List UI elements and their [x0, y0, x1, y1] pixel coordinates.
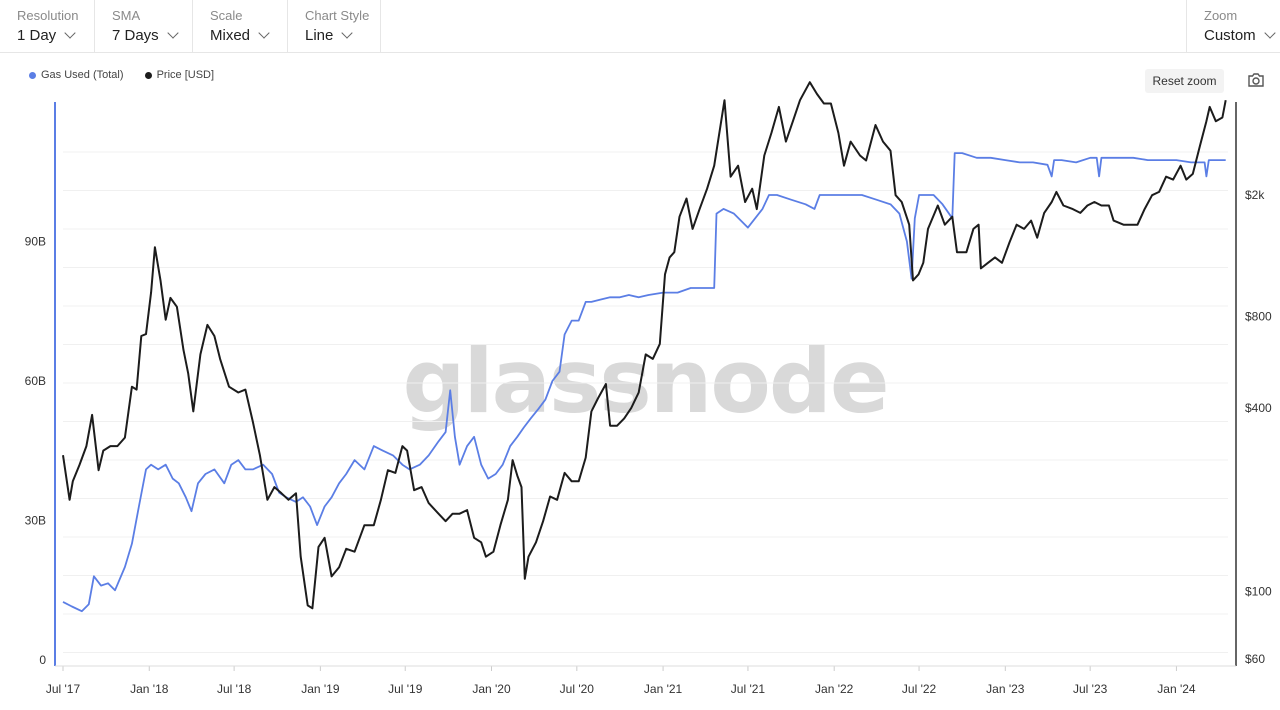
x-axis-tick-label: Jul '23 — [1073, 682, 1108, 696]
camera-icon[interactable] — [1247, 72, 1265, 88]
x-axis-tick-label: Jan '23 — [986, 682, 1025, 696]
scale-label: Scale — [210, 8, 243, 23]
resolution-value: 1 Day — [17, 27, 76, 44]
legend-dot — [29, 71, 36, 79]
x-axis-tick-label: Jul '17 — [46, 682, 81, 696]
x-axis-tick-label: Jul '21 — [731, 682, 766, 696]
zoom-dropdown[interactable]: Zoom Custom — [1186, 0, 1280, 52]
sma-value: 7 Days — [112, 27, 179, 44]
right-axis-tick-label: $400 — [1245, 401, 1272, 415]
reset-zoom-button[interactable]: Reset zoom — [1145, 69, 1224, 93]
right-axis-tick-label: $60 — [1245, 652, 1265, 666]
series-group — [62, 81, 1227, 613]
x-axis-tick-label: Jul '22 — [902, 682, 937, 696]
gas-used-series-line — [62, 152, 1226, 613]
watermark: glassnode — [402, 330, 887, 433]
resolution-dropdown[interactable]: Resolution 1 Day — [0, 0, 95, 52]
sma-label: SMA — [112, 8, 141, 23]
toolbar: Resolution 1 Day SMA 7 Days Scale Mixed … — [0, 0, 1280, 53]
legend-label: Price [USD] — [156, 69, 215, 81]
zoom-label: Zoom — [1204, 8, 1238, 23]
x-axis-tick-label: Jan '18 — [130, 682, 169, 696]
legend-label: Gas Used (Total) — [41, 69, 124, 81]
x-axis-tick-label: Jan '24 — [1157, 682, 1196, 696]
resolution-label: Resolution — [17, 8, 79, 23]
x-axis-tick-label: Jul '18 — [217, 682, 252, 696]
right-axis-tick-label: $2k — [1245, 188, 1265, 202]
x-axis-tick-label: Jul '20 — [560, 682, 595, 696]
left-axis-ticks: 0 30B 60B 90B — [25, 235, 47, 668]
x-axis-tick-label: Jan '19 — [301, 682, 340, 696]
sma-dropdown[interactable]: SMA 7 Days — [95, 0, 193, 52]
x-axis-tick-label: Jan '21 — [644, 682, 683, 696]
x-axis-tick-label: Jan '20 — [472, 682, 511, 696]
chart-style-value: Line — [305, 27, 354, 44]
legend-item-gas[interactable]: Gas Used (Total) — [29, 69, 124, 81]
legend-dot — [144, 71, 152, 79]
price-series-line — [62, 81, 1227, 610]
right-axis-tick-label: $100 — [1245, 584, 1272, 598]
chart-legend: Gas Used (Total) Price [USD] — [29, 69, 232, 82]
x-axis-ticks: Jul '17 Jan '18 Jul '18 Jan '19 Jul '19 Jan '… — [46, 666, 1196, 696]
scale-value: Mixed — [210, 27, 270, 44]
left-axis-tick-label: 90B — [25, 235, 46, 249]
x-axis-tick-label: Jul '19 — [388, 682, 423, 696]
right-axis-tick-label: $800 — [1245, 309, 1272, 323]
scale-dropdown[interactable]: Scale Mixed — [193, 0, 288, 52]
right-axis-ticks: $60 $100 $400 $800 $2k — [1245, 188, 1272, 666]
grid-lines — [63, 151, 1228, 653]
left-axis-tick-label: 0 — [39, 653, 46, 667]
x-axis-tick-label: Jan '22 — [815, 682, 854, 696]
chart-style-dropdown[interactable]: Chart Style Line — [288, 0, 381, 52]
chart-style-label: Chart Style — [305, 8, 370, 23]
left-axis-tick-label: 30B — [25, 514, 46, 528]
zoom-value: Custom — [1204, 27, 1276, 44]
legend-item-price[interactable]: Price [USD] — [144, 69, 215, 81]
left-axis-tick-label: 60B — [25, 374, 46, 388]
